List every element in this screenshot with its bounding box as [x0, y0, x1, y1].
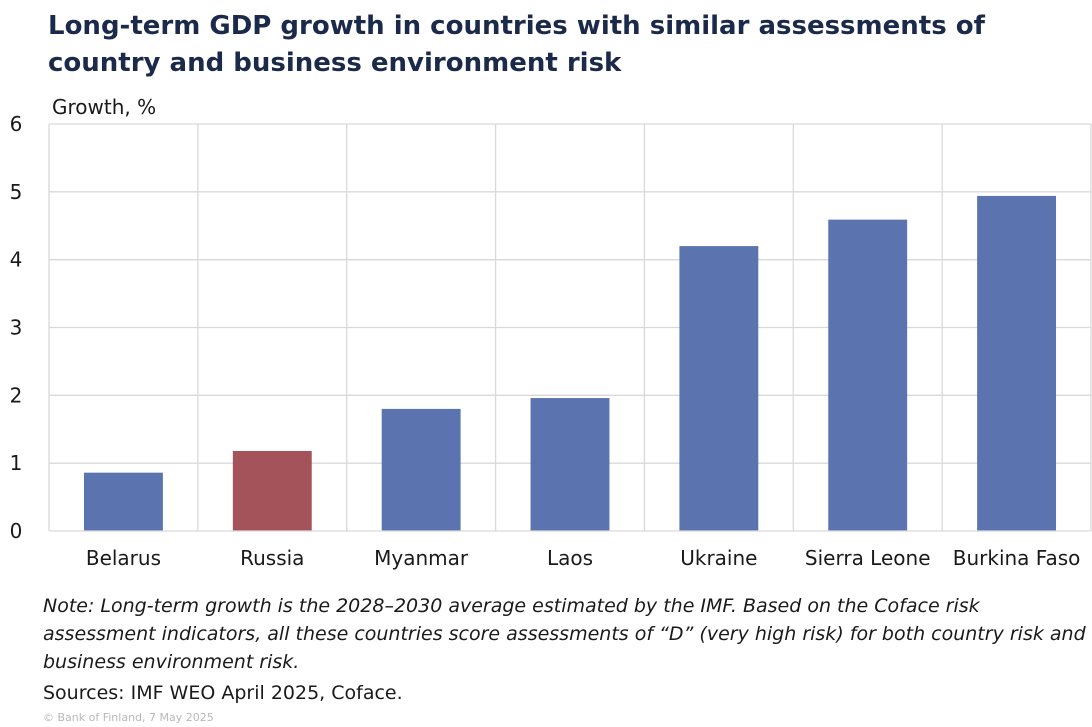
y-tick-label: 5 [10, 180, 23, 204]
bar-chart: 0 1 2 3 4 5 6 Belarus Russia Myanmar Laos Ukraine Si… [10, 112, 1092, 570]
x-tick-label: Russia [240, 546, 304, 570]
y-tick-label: 4 [10, 248, 23, 272]
y-axis-label: Growth, % [52, 95, 157, 119]
chart-title: Long-term GDP growth in countries with s… [48, 11, 985, 78]
x-tick-label: Burkina Faso [953, 546, 1081, 570]
bar-burkina-faso [977, 195, 1057, 532]
y-tick-label: 0 [10, 519, 23, 543]
bar-belarus [83, 472, 163, 531]
bar-laos [530, 398, 610, 531]
x-tick-label: Ukraine [680, 546, 757, 570]
x-tick-label: Myanmar [374, 546, 469, 570]
bar-russia [232, 450, 312, 531]
y-tick-label: 6 [10, 112, 23, 136]
chart-note: Note: Long-term growth is the 2028–2030 … [43, 595, 1086, 673]
y-tick-label: 2 [10, 383, 23, 407]
copyright-notice: © Bank of Finland, 7 May 2025 [43, 711, 214, 724]
x-tick-label: Belarus [86, 546, 161, 570]
y-tick-label: 1 [10, 451, 23, 475]
chart-sources: Sources: IMF WEO April 2025, Coface. [43, 682, 403, 704]
bar-myanmar [381, 408, 461, 531]
x-tick-label: Sierra Leone [805, 546, 931, 570]
bar-ukraine [679, 246, 759, 531]
x-tick-label: Laos [547, 546, 593, 570]
y-tick-label: 3 [10, 316, 23, 340]
bar-sierra-leone [828, 219, 908, 531]
